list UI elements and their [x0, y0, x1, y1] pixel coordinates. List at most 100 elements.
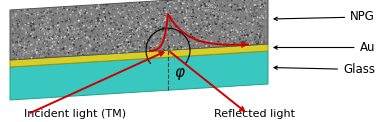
Point — [74, 26, 81, 28]
Point — [189, 0, 195, 1]
Point — [86, 27, 92, 29]
Point — [243, 31, 249, 33]
Point — [170, 44, 177, 46]
Point — [228, 22, 234, 24]
Point — [105, 44, 111, 46]
Point — [97, 23, 103, 25]
Point — [34, 13, 40, 15]
Point — [217, 35, 223, 37]
Point — [231, 11, 237, 13]
Point — [84, 48, 90, 50]
Point — [49, 33, 55, 35]
Point — [169, 14, 175, 15]
Point — [167, 24, 173, 26]
Point — [219, 31, 225, 33]
Point — [237, 31, 243, 33]
Point — [135, 15, 141, 17]
Point — [149, 47, 155, 49]
Point — [9, 56, 15, 58]
Point — [242, 5, 248, 7]
Point — [88, 7, 94, 9]
Point — [228, 30, 234, 32]
Point — [183, 11, 189, 13]
Point — [262, 5, 268, 7]
Point — [121, 46, 127, 48]
Point — [50, 10, 56, 12]
Point — [258, 42, 264, 44]
Point — [231, 36, 237, 37]
Point — [74, 8, 80, 10]
Point — [220, 9, 226, 11]
Point — [166, 36, 172, 38]
Point — [220, 35, 226, 37]
Point — [25, 31, 31, 33]
Point — [124, 31, 130, 33]
Point — [228, 31, 234, 33]
Point — [108, 37, 114, 39]
Point — [159, 29, 165, 31]
Point — [116, 33, 122, 35]
Point — [245, 22, 251, 24]
Point — [179, 38, 185, 40]
Point — [257, 3, 263, 5]
Point — [164, 14, 170, 16]
Point — [67, 44, 73, 46]
Point — [23, 32, 29, 34]
Point — [83, 47, 89, 49]
Point — [136, 22, 142, 24]
Point — [208, 20, 214, 22]
Point — [21, 48, 27, 50]
Point — [157, 46, 163, 48]
Point — [160, 31, 166, 33]
Point — [55, 28, 61, 30]
Point — [158, 17, 164, 19]
Point — [68, 28, 74, 30]
Point — [116, 31, 122, 33]
Point — [114, 46, 120, 47]
Point — [104, 26, 110, 28]
Point — [205, 37, 211, 39]
Point — [66, 20, 72, 22]
Point — [79, 48, 85, 50]
Point — [206, 7, 212, 9]
Point — [70, 44, 76, 46]
Point — [189, 6, 195, 8]
Point — [229, 35, 235, 37]
Point — [137, 8, 143, 10]
Point — [20, 31, 26, 33]
Point — [40, 28, 46, 30]
Point — [174, 41, 180, 43]
Point — [129, 11, 135, 13]
Point — [217, 20, 223, 22]
Point — [63, 52, 69, 54]
Point — [78, 51, 84, 53]
Point — [237, 39, 243, 41]
Point — [193, 3, 199, 5]
Point — [54, 12, 60, 14]
Point — [38, 29, 44, 30]
Point — [72, 40, 78, 41]
Point — [39, 29, 45, 31]
Point — [78, 40, 84, 42]
Point — [125, 26, 132, 28]
Point — [24, 31, 30, 33]
Point — [65, 52, 71, 54]
Point — [94, 50, 100, 52]
Point — [21, 52, 27, 54]
Point — [11, 50, 17, 52]
Point — [147, 11, 153, 13]
Point — [263, 0, 269, 2]
Point — [16, 26, 22, 28]
Point — [257, 38, 263, 40]
Point — [215, 16, 221, 18]
Point — [125, 13, 131, 15]
Point — [157, 15, 163, 16]
Point — [122, 39, 129, 41]
Point — [33, 12, 39, 14]
Point — [37, 41, 43, 43]
Point — [118, 10, 124, 12]
Point — [179, 32, 185, 34]
Point — [143, 25, 149, 27]
Point — [127, 27, 133, 29]
Point — [209, 0, 215, 1]
